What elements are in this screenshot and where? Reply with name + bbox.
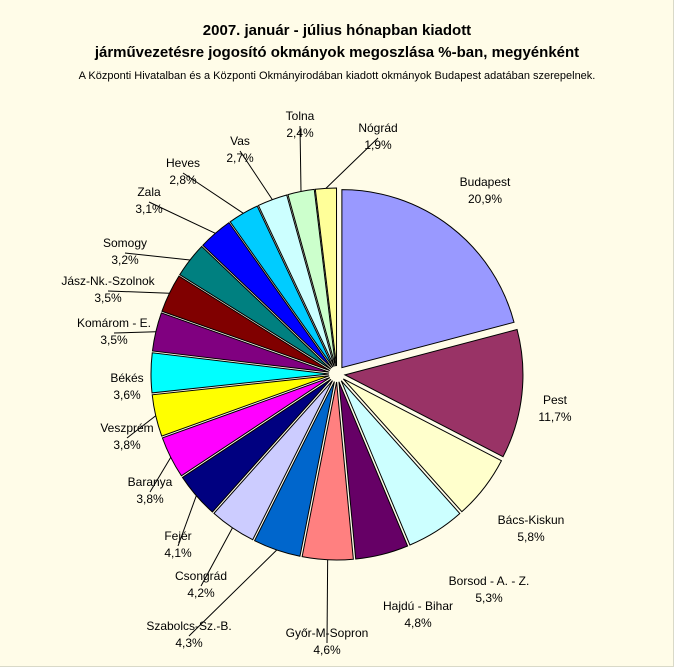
chart-title-line-2: járművezetésre jogosító okmányok megoszl…: [94, 44, 580, 61]
slice-label-name: Baranya: [128, 475, 173, 489]
slice-label: Veszprém 3,8%: [100, 421, 153, 452]
slice-label: Fejér 4,1%: [164, 529, 192, 560]
pie-slice: [150, 352, 330, 394]
slice-label-name: Szabolcs-Sz.-B.: [146, 619, 231, 633]
slice-label-value: 5,3%: [475, 591, 503, 605]
slice-label: Baranya 3,8%: [128, 475, 173, 506]
slice-label-value: 4,1%: [164, 546, 192, 560]
slice-label: Vas 2,7%: [226, 134, 254, 165]
slice-label: Budapest 20,9%: [460, 175, 511, 206]
leader-line: [149, 457, 172, 493]
slice-label-value: 1,9%: [364, 138, 392, 152]
slice-label: Zala 3,1%: [135, 185, 163, 216]
slice-label-value: 20,9%: [468, 192, 502, 206]
leader-line: [126, 415, 157, 439]
slice-label-value: 3,2%: [111, 253, 139, 267]
slice-label-value: 11,7%: [538, 410, 571, 424]
leader-line: [177, 495, 197, 547]
slice-label-name: Nógrád: [358, 121, 397, 135]
leader-line: [200, 527, 233, 587]
slice-label-name: Békés: [110, 371, 143, 385]
slice-label-name: Csongrád: [175, 569, 227, 583]
slice-label: Jász-Nk.-Szolnok 3,5%: [61, 274, 155, 305]
slice-label-name: Borsod - A. - Z.: [449, 574, 530, 588]
pie-slice: [253, 381, 335, 557]
slice-label-value: 4,3%: [175, 636, 203, 650]
slice-label-name: Jász-Nk.-Szolnok: [61, 274, 155, 288]
slice-label-name: Komárom - E.: [77, 316, 151, 330]
leader-line: [124, 252, 191, 261]
slice-label-name: Budapest: [460, 175, 511, 189]
slice-label-name: Hajdú - Bihar: [383, 599, 453, 613]
slice-label: Tolna 2,4%: [286, 109, 315, 140]
slice-label: Békés 3,6%: [110, 371, 143, 402]
slice-label: Borsod - A. - Z. 5,3%: [449, 574, 530, 605]
slice-label-name: Bács-Kiskun: [498, 513, 565, 527]
slice-label: Heves 2,8%: [166, 156, 200, 187]
slice-label-value: 3,5%: [94, 291, 122, 305]
leader-line: [239, 150, 273, 200]
leader-line: [182, 172, 244, 214]
pie-slice: [338, 381, 409, 560]
leader-line: [148, 201, 216, 234]
slice-label-value: 3,8%: [113, 438, 141, 452]
slice-label-name: Fejér: [164, 529, 191, 543]
slice-label-name: Pest: [543, 393, 568, 407]
leader-line: [113, 331, 156, 334]
slice-label: Győr-M-Sopron 4,6%: [286, 626, 369, 657]
slice-label-value: 3,5%: [100, 333, 128, 347]
slice-label: Bács-Kiskun 5,8%: [498, 513, 565, 544]
slice-label-name: Somogy: [103, 236, 147, 250]
slice-label: Somogy 3,2%: [103, 236, 147, 267]
chart-subtitle: A Központi Hivatalban és a Központi Okmá…: [78, 70, 596, 82]
pie-slice: [257, 194, 335, 367]
pie-slice: [342, 378, 503, 513]
slice-label-value: 4,2%: [187, 586, 215, 600]
slice-label-value: 5,8%: [517, 530, 545, 544]
leader-line: [299, 125, 302, 192]
pie-slice: [181, 378, 332, 513]
slice-label-value: 4,6%: [313, 643, 341, 657]
pie-slice: [341, 189, 515, 369]
slice-label-value: 3,8%: [136, 492, 164, 506]
pie-slice: [301, 381, 354, 561]
pie-slice: [213, 380, 333, 541]
slice-label-value: 3,6%: [113, 388, 141, 402]
slice-label-name: Veszprém: [100, 421, 153, 435]
pie-slice: [343, 328, 524, 458]
slice-label: Nógrád 1,9%: [358, 121, 397, 152]
slice-label-value: 3,1%: [135, 202, 163, 216]
leader-line: [188, 549, 278, 637]
leader-line: [107, 290, 170, 294]
slice-label-value: 2,4%: [286, 126, 314, 140]
slice-label: Pest 11,7%: [538, 393, 571, 424]
pie-slice: [340, 380, 461, 546]
slice-label-name: Győr-M-Sopron: [286, 626, 369, 640]
slice-label: Hajdú - Bihar 4,8%: [383, 599, 453, 630]
slice-label-value: 2,8%: [169, 173, 197, 187]
slice-label-name: Vas: [230, 134, 250, 148]
chart-title-line-1: 2007. január - július hónapban kiadott: [202, 22, 472, 39]
slice-label-value: 2,7%: [226, 151, 254, 165]
slice-label-name: Heves: [166, 156, 200, 170]
pie-slice: [179, 245, 332, 370]
leader-line: [325, 137, 379, 189]
slice-label: Csongrád 4,2%: [175, 569, 227, 600]
slice-label: Komárom - E. 3,5%: [77, 316, 151, 347]
leader-line: [326, 559, 329, 644]
slice-label-name: Tolna: [286, 109, 315, 123]
slice-label: Szabolcs-Sz.-B. 4,3%: [146, 619, 231, 650]
slice-label-value: 4,8%: [404, 616, 432, 630]
slice-label-name: Zala: [137, 185, 161, 199]
